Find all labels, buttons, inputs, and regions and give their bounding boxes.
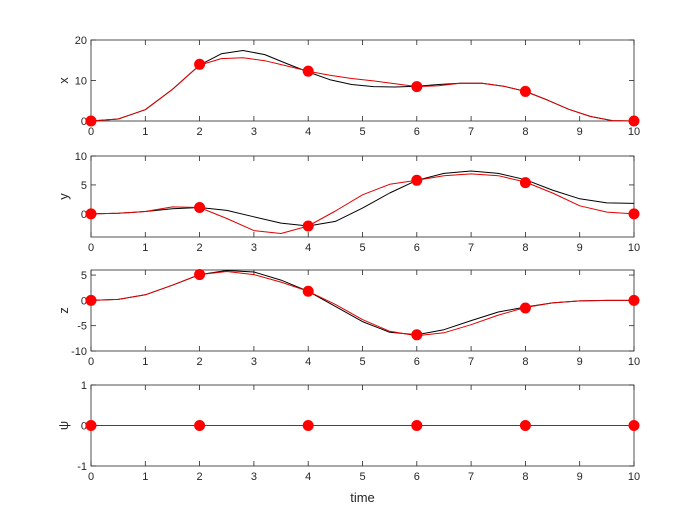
y-tick-label: 10 [75, 151, 87, 163]
y-tick-label: -5 [77, 321, 87, 333]
y-tick-label: 10 [75, 76, 87, 88]
x-tick-label: 7 [468, 471, 474, 483]
waypoint-marker [519, 302, 531, 314]
waypoint-marker [302, 420, 314, 431]
x-tick-label: 9 [577, 471, 583, 483]
x-tick-label: 9 [577, 126, 583, 138]
x-tick-label: 3 [251, 242, 257, 254]
waypoint-marker [411, 329, 423, 341]
y-tick-label: 0 [81, 209, 87, 221]
waypoint-marker [194, 420, 206, 431]
x-tick-label: 0 [88, 242, 94, 254]
x-tick-label: 6 [414, 242, 420, 254]
y-tick-label: 5 [81, 180, 87, 192]
waypoint-marker [628, 420, 640, 431]
x-tick-label: 2 [197, 126, 203, 138]
y-tick-label: 0 [81, 116, 87, 128]
subplot-2: 0 1 2 3 4 5 6 7 8 9 10 0 5 10 y [56, 151, 640, 254]
x-tick-label: 8 [522, 471, 528, 483]
waypoint-marker [411, 81, 423, 93]
waypoint-marker [519, 85, 531, 97]
x-tick-label: 10 [628, 242, 640, 254]
series-line-red [91, 271, 634, 337]
x-tick-label: 5 [359, 242, 365, 254]
waypoint-marker [628, 115, 640, 127]
x-tick-label: 9 [577, 356, 583, 368]
y-tick-label: 0 [81, 295, 87, 307]
x-axis-label: time [350, 490, 375, 505]
y-axis-label: y [56, 193, 71, 200]
y-axis-label: ψ [56, 421, 71, 430]
y-tick-label: 0 [81, 421, 87, 433]
y-tick-label: -10 [71, 346, 87, 358]
x-tick-label: 5 [359, 126, 365, 138]
waypoint-marker [302, 285, 314, 297]
y-tick-label: 5 [81, 270, 87, 282]
x-tick-label: 3 [251, 471, 257, 483]
x-tick-label: 0 [88, 126, 94, 138]
y-axis-label: z [56, 307, 71, 314]
x-tick-label: 10 [628, 126, 640, 138]
waypoint-marker [628, 208, 640, 220]
y-tick-label: 1 [81, 380, 87, 392]
x-tick-label: 8 [522, 356, 528, 368]
x-tick-label: 8 [522, 126, 528, 138]
x-tick-label: 2 [197, 356, 203, 368]
x-tick-label: 1 [142, 471, 148, 483]
waypoint-marker [194, 269, 206, 281]
x-tick-label: 3 [251, 356, 257, 368]
y-axis-label: x [56, 77, 71, 84]
waypoint-marker [85, 208, 97, 220]
x-tick-label: 7 [468, 356, 474, 368]
x-tick-label: 0 [88, 356, 94, 368]
x-tick-label: 7 [468, 126, 474, 138]
plot-area [90, 269, 635, 352]
waypoint-marker [85, 115, 97, 127]
x-tick-label: 5 [359, 471, 365, 483]
y-tick-label: 20 [75, 35, 87, 47]
waypoint-marker [302, 220, 314, 232]
waypoint-marker [302, 65, 314, 77]
series-line-black [91, 170, 634, 227]
x-tick-label: 5 [359, 356, 365, 368]
x-tick-label: 1 [142, 356, 148, 368]
x-tick-label: 9 [577, 242, 583, 254]
waypoint-marker [85, 294, 97, 306]
x-tick-label: 0 [88, 471, 94, 483]
x-tick-label: 4 [305, 242, 311, 254]
x-tick-label: 6 [414, 356, 420, 368]
waypoint-marker [411, 174, 423, 186]
x-tick-label: 1 [142, 126, 148, 138]
series-line-red [91, 173, 634, 234]
x-tick-label: 1 [142, 242, 148, 254]
waypoint-marker [194, 58, 206, 70]
x-tick-label: 6 [414, 126, 420, 138]
x-tick-label: 10 [628, 471, 640, 483]
x-tick-label: 7 [468, 242, 474, 254]
subplot-1: 0 1 2 3 4 5 6 7 8 9 10 0 10 20 x [56, 35, 640, 138]
x-tick-label: 3 [251, 126, 257, 138]
waypoint-marker [194, 201, 206, 213]
x-tick-label: 2 [197, 471, 203, 483]
subplot-3: 0 1 2 3 4 5 6 7 8 9 10 -10 -5 0 5 z [56, 269, 640, 368]
plot-area [90, 155, 635, 238]
x-tick-label: 8 [522, 242, 528, 254]
x-tick-label: 4 [305, 126, 311, 138]
waypoint-marker [411, 420, 423, 431]
y-tick-label: -1 [77, 461, 87, 473]
x-tick-label: 2 [197, 242, 203, 254]
x-tick-label: 4 [305, 356, 311, 368]
waypoint-marker [85, 420, 97, 431]
x-tick-label: 10 [628, 356, 640, 368]
waypoint-marker [628, 294, 640, 306]
waypoint-marker [519, 177, 531, 189]
x-tick-label: 4 [305, 471, 311, 483]
x-tick-label: 6 [414, 471, 420, 483]
waypoint-marker [519, 420, 531, 431]
plot-area [90, 39, 635, 122]
